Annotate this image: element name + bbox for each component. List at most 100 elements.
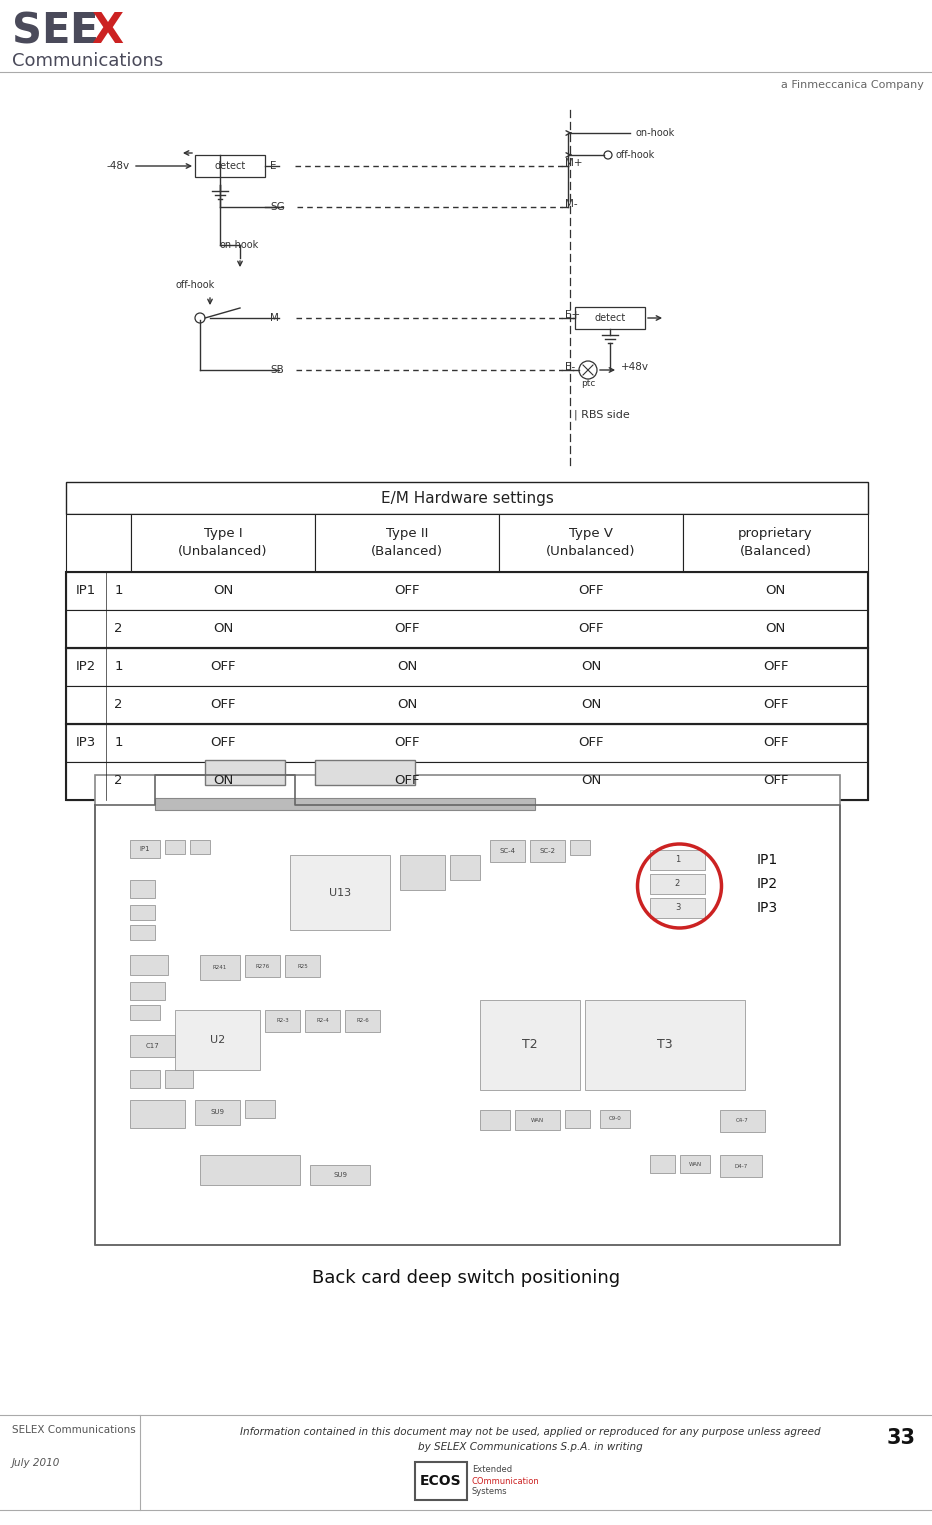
Text: -48v: -48v [107, 162, 130, 171]
Text: ON: ON [212, 622, 233, 636]
Bar [683, 514, 868, 572]
Text: SB: SB [270, 364, 283, 375]
Bar [499, 514, 683, 572]
Bar [175, 1010, 260, 1071]
Bar [66, 610, 868, 648]
Text: E-: E- [565, 361, 575, 372]
Text: U13: U13 [329, 888, 351, 898]
Circle shape [195, 313, 205, 323]
Bar [400, 856, 445, 891]
Bar [190, 840, 210, 854]
Text: OFF: OFF [211, 737, 236, 749]
Text: OFF: OFF [762, 737, 788, 749]
Circle shape [604, 151, 612, 159]
Text: OFF: OFF [211, 660, 236, 674]
Bar [345, 1010, 380, 1032]
Text: R241: R241 [212, 965, 227, 970]
Text: R2-4: R2-4 [316, 1019, 329, 1023]
Text: T2: T2 [522, 1039, 538, 1052]
Text: Information contained in this document may not be used, applied or reproduced fo: Information contained in this document m… [240, 1427, 820, 1452]
Bar [66, 724, 868, 801]
Text: IP2: IP2 [757, 877, 778, 891]
Text: SC-2: SC-2 [540, 848, 555, 854]
Bar [130, 1005, 160, 1020]
Bar [66, 648, 868, 724]
Text: R276: R276 [255, 964, 269, 968]
Text: OFF: OFF [762, 698, 788, 712]
Text: Type V
(Unbalanced): Type V (Unbalanced) [546, 528, 636, 558]
Bar [131, 514, 315, 572]
Bar [130, 955, 168, 974]
Text: +48v: +48v [621, 361, 649, 372]
Bar [130, 880, 155, 898]
Bar [200, 1154, 300, 1185]
Bar [530, 840, 565, 862]
Text: T3: T3 [657, 1039, 673, 1052]
Text: C17: C17 [145, 1043, 159, 1049]
Text: OFF: OFF [394, 622, 419, 636]
Text: M-: M- [565, 198, 578, 209]
Text: IP3: IP3 [75, 737, 96, 749]
Text: 2: 2 [115, 622, 123, 636]
Text: Extended: Extended [472, 1466, 512, 1475]
Text: proprietary
(Balanced): proprietary (Balanced) [738, 528, 813, 558]
Text: IP1: IP1 [757, 852, 778, 868]
Bar [130, 904, 155, 920]
Bar [66, 724, 868, 762]
Text: SEL: SEL [12, 11, 97, 52]
Text: off-hook: off-hook [175, 281, 214, 290]
Text: ON: ON [212, 775, 233, 787]
Text: SG: SG [270, 201, 285, 212]
Text: ON: ON [397, 698, 418, 712]
Bar [310, 1165, 370, 1185]
Text: on-hook: on-hook [220, 239, 259, 250]
Text: M: M [270, 313, 279, 323]
Bar [130, 982, 165, 1000]
Bar [66, 762, 868, 801]
Text: OFF: OFF [211, 698, 236, 712]
Text: IP1: IP1 [75, 584, 96, 598]
Bar [415, 1462, 467, 1501]
Text: X: X [91, 11, 123, 52]
Text: ON: ON [212, 584, 233, 598]
Text: R25: R25 [297, 964, 308, 968]
Bar [130, 1035, 175, 1057]
Bar [165, 1071, 193, 1087]
Text: ON: ON [765, 622, 786, 636]
Text: 2: 2 [115, 775, 123, 787]
Bar [565, 1110, 590, 1128]
Text: ON: ON [581, 775, 601, 787]
Bar [575, 307, 645, 329]
Text: SELEX Communications: SELEX Communications [12, 1424, 136, 1435]
Bar [66, 482, 868, 514]
Text: OFF: OFF [394, 775, 419, 787]
Text: detect: detect [214, 162, 246, 171]
Text: E+: E+ [565, 310, 580, 320]
Bar [66, 686, 868, 724]
Text: Communications: Communications [12, 52, 163, 70]
Text: C4-7: C4-7 [736, 1118, 749, 1124]
Text: on-hook: on-hook [635, 128, 674, 137]
Bar [95, 775, 840, 1244]
Text: OFF: OFF [762, 775, 788, 787]
Text: detect: detect [595, 313, 625, 323]
Bar [680, 1154, 710, 1173]
Bar [66, 572, 868, 648]
Bar [285, 955, 320, 978]
Bar [305, 1010, 340, 1032]
Bar [720, 1110, 765, 1132]
Text: Type I
(Unbalanced): Type I (Unbalanced) [178, 528, 267, 558]
Bar [66, 572, 868, 610]
Bar [66, 514, 131, 572]
Text: R2-3: R2-3 [276, 1019, 289, 1023]
Bar [450, 856, 480, 880]
Text: E: E [270, 162, 277, 171]
Text: ON: ON [765, 584, 786, 598]
Text: ON: ON [397, 660, 418, 674]
Bar [205, 759, 285, 785]
Text: 2: 2 [115, 698, 123, 712]
Text: C9-0: C9-0 [609, 1116, 622, 1121]
Bar [600, 1110, 630, 1128]
Text: 1: 1 [115, 584, 123, 598]
Bar [315, 759, 415, 785]
